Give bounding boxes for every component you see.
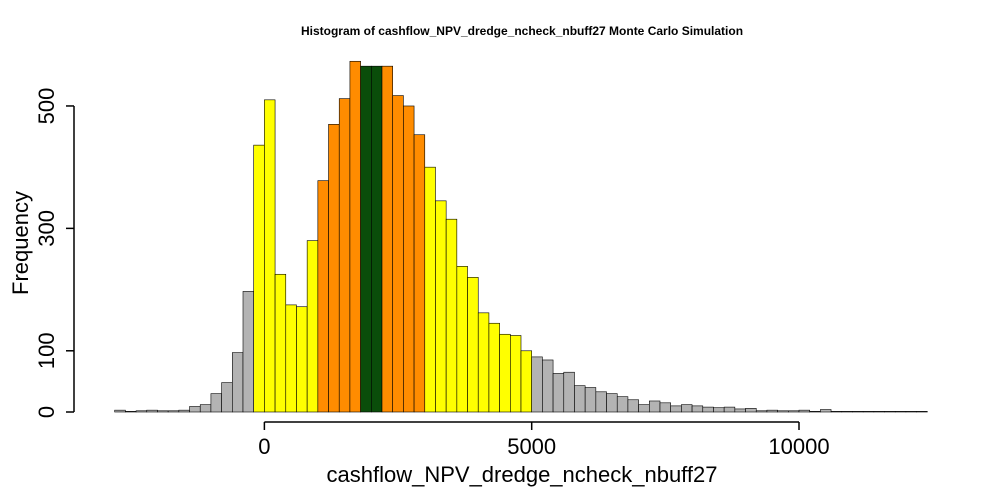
histogram-bar (691, 405, 704, 413)
histogram-bar (520, 350, 532, 413)
histogram-bar (681, 404, 693, 413)
histogram-bar (125, 411, 137, 413)
histogram-bar (766, 409, 778, 413)
y-axis: 0 100 300 500 (34, 88, 75, 418)
histogram-bar (488, 322, 500, 413)
histogram-bar (713, 407, 725, 413)
histogram-bar (435, 200, 447, 413)
histogram-bar (285, 304, 297, 413)
histogram-bar (552, 373, 565, 413)
y-tick-label: 300 (34, 210, 59, 247)
histogram-bar (178, 409, 190, 413)
histogram-bar (371, 65, 383, 413)
histogram-bar (777, 410, 789, 413)
histogram-bar (873, 411, 885, 413)
histogram-bar (445, 218, 458, 413)
y-axis-label: Frequency (8, 191, 33, 295)
histogram-bar (253, 144, 265, 413)
y-tick-label: 500 (34, 88, 59, 125)
histogram-bar (392, 95, 404, 413)
histogram-bar (157, 410, 169, 413)
histogram-bar (296, 306, 308, 413)
histogram-bar (809, 411, 821, 413)
y-tick-label: 100 (34, 332, 59, 369)
histogram-bar (338, 98, 351, 413)
histogram-bar (734, 408, 746, 413)
histogram-bar (606, 393, 618, 413)
histogram-bar (755, 410, 768, 413)
histogram-bar (499, 333, 511, 413)
histogram-bar (467, 277, 479, 413)
chart-title: Histogram of cashflow_NPV_dredge_ncheck_… (301, 24, 743, 38)
histogram-bar (595, 391, 607, 413)
histogram-bar (264, 99, 276, 413)
histogram-bar (798, 409, 810, 413)
histogram-bar (242, 291, 254, 413)
histogram-bar (916, 411, 928, 413)
histogram-bar (221, 382, 233, 413)
histogram-bar (542, 359, 554, 413)
histogram-bar (894, 411, 907, 413)
histogram-bar (745, 408, 757, 413)
histogram-bar (649, 400, 661, 413)
histogram-bar (360, 65, 372, 413)
histogram-bar (638, 404, 650, 413)
histogram-bar (531, 356, 543, 413)
histogram-bar (317, 180, 329, 413)
histogram-bar (616, 396, 629, 413)
histogram-bars (114, 60, 928, 413)
x-axis: 0 5000 10000 (258, 421, 830, 459)
histogram-bar (328, 124, 340, 413)
x-tick-label: 5000 (507, 434, 556, 459)
histogram-bar (884, 411, 896, 413)
histogram-bar (403, 105, 415, 413)
histogram-bar (510, 335, 522, 413)
histogram-bar (146, 409, 158, 413)
histogram-bar (830, 411, 843, 413)
histogram-bar (627, 399, 639, 413)
histogram-bar (584, 387, 597, 413)
histogram-bar (114, 409, 126, 413)
x-tick-label: 10000 (768, 434, 829, 459)
histogram-bar (274, 273, 287, 413)
histogram-bar (723, 406, 736, 413)
x-tick-label: 0 (258, 434, 270, 459)
histogram-bar (852, 411, 864, 413)
histogram-bar (424, 166, 436, 413)
histogram-bar (702, 406, 714, 413)
histogram-bar (189, 406, 201, 413)
histogram-bar (841, 411, 853, 413)
histogram-bar (574, 385, 586, 413)
histogram-bar (477, 312, 490, 413)
histogram-bar (905, 411, 917, 413)
x-axis-label: cashflow_NPV_dredge_ncheck_nbuff27 (327, 462, 718, 487)
histogram-bar (820, 409, 832, 413)
histogram-bar (381, 65, 393, 413)
histogram-bar (670, 405, 682, 413)
histogram-bar (563, 371, 575, 413)
histogram-bar (232, 352, 244, 413)
histogram-bar (167, 410, 180, 413)
histogram-bar (862, 411, 875, 413)
y-tick-label: 0 (34, 406, 59, 418)
histogram-bar (199, 404, 212, 413)
histogram-bar (456, 266, 468, 413)
histogram-bar (349, 60, 361, 413)
histogram-bar (413, 134, 426, 413)
histogram-bar (659, 402, 671, 413)
histogram-bar (210, 393, 222, 413)
histogram-bar (306, 240, 319, 413)
histogram-bar (135, 410, 148, 413)
histogram-bar (788, 410, 800, 413)
